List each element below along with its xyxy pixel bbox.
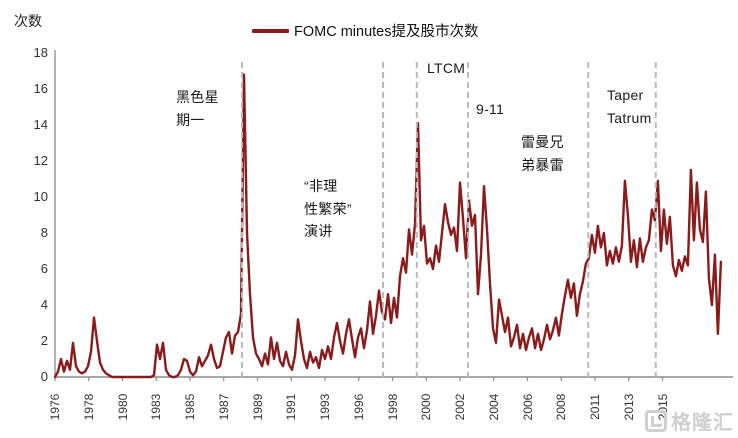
x-tick-label-1985: 1985 — [183, 393, 197, 421]
x-tick-label-1987: 1987 — [216, 393, 231, 421]
annotation-ltcm: LTCM — [427, 60, 466, 76]
y-tick-label: 0 — [40, 369, 48, 384]
y-tick-label: 8 — [40, 225, 48, 240]
legend: FOMC minutes提及股市次数 — [252, 20, 479, 41]
x-tick-label-2002: 2002 — [453, 393, 467, 421]
watermark: 格隆汇 — [645, 406, 734, 435]
y-tick-label: 10 — [33, 189, 48, 204]
y-tick-label: 14 — [33, 117, 48, 132]
y-axis-title: 次数 — [14, 13, 42, 29]
x-tick-label-1993: 1993 — [318, 393, 332, 421]
annotation-black-monday: 黑色星 期一 — [176, 89, 219, 128]
legend-line-swatch — [252, 28, 289, 33]
x-tick-label-1991: 1991 — [284, 393, 299, 421]
x-tick-label-1976: 1976 — [48, 393, 62, 421]
x-tick-label-1989: 1989 — [250, 393, 265, 421]
y-tick-label: 6 — [40, 261, 48, 276]
x-tick-label-2011: 2011 — [588, 394, 602, 420]
x-tick-label-1978: 1978 — [81, 393, 96, 421]
y-tick-label: 18 — [33, 45, 48, 60]
fomc-mentions-line — [53, 73, 723, 379]
watermark-text: 格隆汇 — [671, 412, 734, 434]
annotation-irrational-exuberance-speech: “非理 性繁荣” 演讲 — [304, 178, 352, 240]
x-tick-label-1980: 1980 — [115, 393, 130, 421]
x-tick-label-2004: 2004 — [486, 393, 501, 421]
x-tick-label-1983: 1983 — [149, 393, 164, 421]
x-tick-label-2013: 2013 — [621, 393, 636, 421]
annotation-9-11: 9-11 — [476, 101, 505, 117]
x-tick-label-2008: 2008 — [554, 393, 569, 421]
annotation-lehman-collapse: 雷曼兄 弟暴雷 — [521, 134, 564, 173]
legend-label: FOMC minutes提及股市次数 — [294, 24, 479, 40]
annotation-taper-tantrum: Taper Tatrum — [607, 87, 652, 126]
x-tick-label-1996: 1996 — [351, 393, 366, 421]
y-tick-label: 16 — [33, 81, 48, 96]
y-tick-label: 4 — [40, 297, 48, 312]
x-tick-label-2000: 2000 — [419, 393, 434, 421]
x-tick-label-2006: 2006 — [520, 393, 535, 421]
x-tick-label-1998: 1998 — [385, 393, 400, 421]
gelonghui-logo-icon — [645, 409, 667, 432]
y-tick-label: 12 — [33, 153, 48, 168]
y-tick-label: 2 — [40, 333, 48, 348]
